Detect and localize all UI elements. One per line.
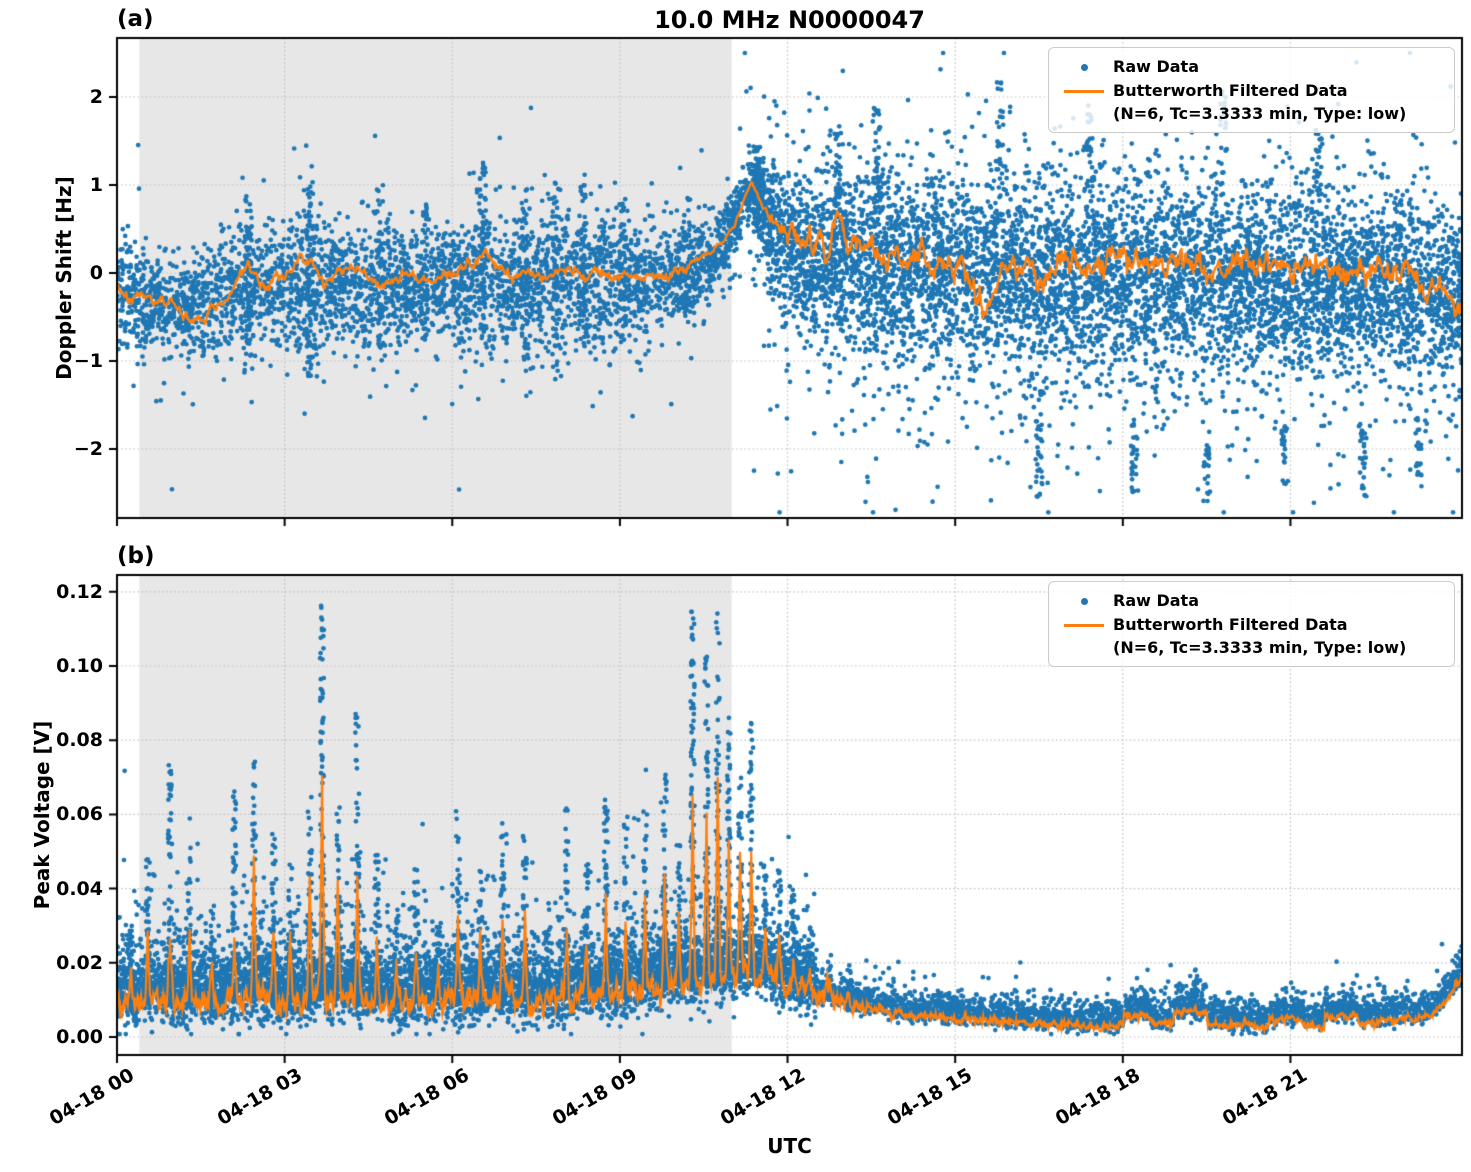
- x-axis-label: UTC: [767, 1134, 812, 1158]
- panel-a-tag: (a): [117, 6, 154, 32]
- page-title: 10.0 MHz N0000047: [654, 6, 925, 34]
- panel-a-ytick-label: 0: [89, 262, 103, 284]
- legend-entry-filtered: Butterworth Filtered Data (N=6, Tc=3.333…: [1055, 79, 1444, 125]
- panel-b-ytick-label: 0.02: [56, 951, 103, 974]
- legend-panel-b: Raw Data Butterworth Filtered Data (N=6,…: [1048, 581, 1455, 667]
- raw-data-marker-icon: [1080, 63, 1088, 71]
- legend-raw-label: Raw Data: [1113, 591, 1199, 610]
- panel-b-ytick-label: 0.06: [56, 803, 103, 826]
- filtered-line-marker-icon: [1064, 623, 1104, 627]
- panel-b-ytick-label: 0.08: [56, 729, 103, 752]
- panel-b-ytick-label: 0.00: [56, 1026, 103, 1048]
- panel-b-tag: (b): [117, 543, 155, 569]
- panel-a-ytick-label: 1: [89, 174, 103, 196]
- legend-raw-label: Raw Data: [1113, 57, 1199, 76]
- panel-b-ytick-label: 0.10: [56, 655, 103, 677]
- panel-a-ytick-label: −1: [73, 350, 103, 372]
- legend-filtered-label-line2: (N=6, Tc=3.3333 min, Type: low): [1113, 104, 1407, 123]
- panel-b-ytick-label: 0.12: [56, 580, 103, 603]
- legend-entry-raw: Raw Data: [1055, 55, 1444, 79]
- legend-filtered-label-line1: Butterworth Filtered Data: [1113, 615, 1348, 634]
- legend-entry-raw: Raw Data: [1055, 589, 1444, 613]
- panel-a-ytick-label: −2: [73, 438, 103, 460]
- legend-entry-filtered: Butterworth Filtered Data (N=6, Tc=3.333…: [1055, 613, 1444, 659]
- legend-filtered-label-line2: (N=6, Tc=3.3333 min, Type: low): [1113, 638, 1407, 657]
- panel-a-ytick-label: 2: [89, 86, 103, 108]
- raw-data-marker-icon: [1080, 597, 1088, 605]
- panel-b-ytick-label: 0.04: [56, 877, 103, 900]
- legend-filtered-label-line1: Butterworth Filtered Data: [1113, 81, 1348, 100]
- filtered-line-marker-icon: [1064, 89, 1104, 93]
- legend-panel-a: Raw Data Butterworth Filtered Data (N=6,…: [1048, 47, 1455, 133]
